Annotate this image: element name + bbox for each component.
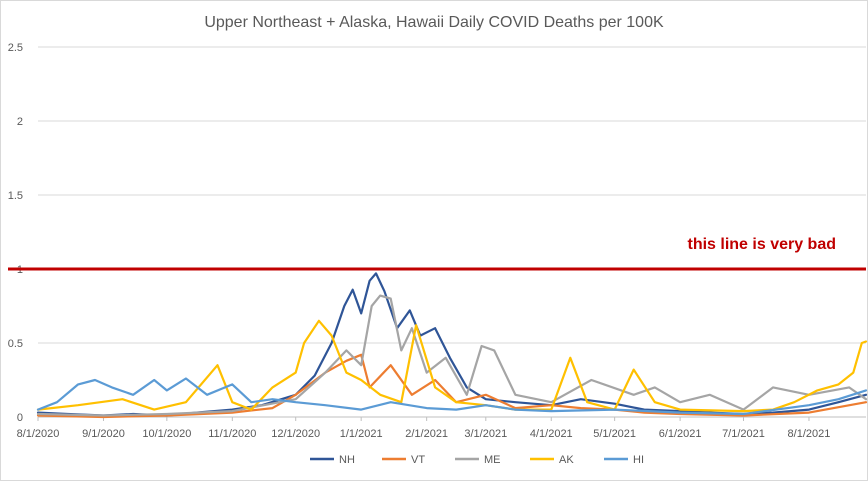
y-tick-label: 2.5 [8, 42, 23, 54]
x-axis-ticks: 8/1/2020 9/1/2020 10/1/2020 11/1/2020 12/1/2… [17, 417, 831, 440]
y-axis-ticks: 00.511.522.5 [8, 42, 23, 424]
x-tick-label: 10/1/2020 [142, 428, 191, 440]
legend: NH VT ME AK HI [310, 454, 644, 466]
y-tick-label: 0 [17, 412, 23, 424]
y-tick-label: 1.5 [8, 190, 23, 202]
x-tick-label: 8/1/2020 [17, 428, 60, 440]
series-lines [36, 272, 868, 419]
x-tick-label: 9/1/2020 [82, 428, 125, 440]
series-line-nh [36, 272, 868, 417]
chart-title: Upper Northeast + Alaska, Hawaii Daily C… [204, 14, 664, 31]
legend-label-hi: HI [633, 454, 644, 466]
y-tick-label: 2 [17, 116, 23, 128]
x-tick-label: 7/1/2021 [722, 428, 765, 440]
legend-label-nh: NH [339, 454, 355, 466]
legend-label-vt: VT [411, 454, 425, 466]
reference-line-label: this line is very bad [688, 236, 837, 253]
x-tick-label: 1/1/2021 [340, 428, 383, 440]
x-tick-label: 5/1/2021 [593, 428, 636, 440]
legend-label-ak: AK [559, 454, 574, 466]
series-line-me [36, 294, 868, 417]
x-tick-label: 12/1/2020 [271, 428, 320, 440]
x-tick-label: 8/1/2021 [788, 428, 831, 440]
series-line-hi [36, 377, 868, 416]
legend-label-me: ME [484, 454, 501, 466]
x-tick-label: 11/1/2020 [208, 428, 256, 440]
x-tick-label: 4/1/2021 [530, 428, 573, 440]
x-tick-label: 2/1/2021 [405, 428, 448, 440]
gridlines [38, 46, 866, 344]
series-line-vt [36, 353, 868, 419]
reference-line-group: this line is very bad [8, 236, 866, 271]
x-tick-label: 6/1/2021 [659, 428, 702, 440]
y-tick-label: 0.5 [8, 338, 23, 350]
x-tick-label: 3/1/2021 [464, 428, 507, 440]
